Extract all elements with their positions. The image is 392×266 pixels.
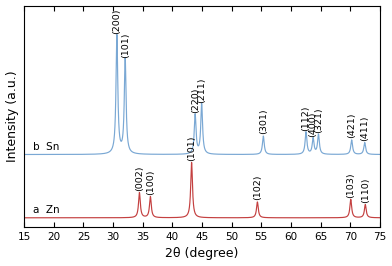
Y-axis label: Intensity (a.u.): Intensity (a.u.) [5,70,18,162]
Text: (411): (411) [360,115,369,141]
Text: (301): (301) [259,109,268,135]
Text: (103): (103) [346,172,355,198]
Text: (421): (421) [347,113,356,138]
Text: (220): (220) [191,88,200,113]
Text: b  Sn: b Sn [33,142,59,152]
Text: (200): (200) [113,9,122,34]
Text: (102): (102) [253,175,262,200]
Text: (321): (321) [314,107,323,133]
X-axis label: 2θ (degree): 2θ (degree) [165,247,239,260]
Text: (400): (400) [309,112,318,137]
Text: a  Zn: a Zn [33,205,60,215]
Text: (101): (101) [121,32,130,58]
Text: (112): (112) [301,105,310,131]
Text: (211): (211) [197,77,206,103]
Text: (002): (002) [135,166,144,191]
Text: (101): (101) [187,135,196,161]
Text: (110): (110) [361,177,370,203]
Text: (100): (100) [146,170,155,195]
